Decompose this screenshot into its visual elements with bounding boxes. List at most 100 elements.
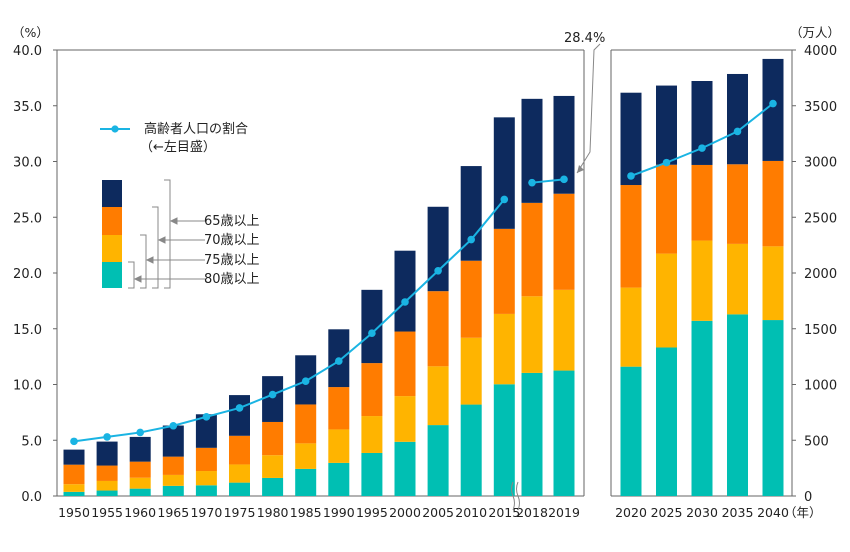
bar-segment <box>656 85 677 165</box>
bar-segment <box>493 117 515 229</box>
bar-segment <box>691 240 713 321</box>
ratio-marker <box>627 172 635 180</box>
bar-segment <box>691 320 713 496</box>
left-tick-label: 5.0 <box>21 434 42 449</box>
bar-segment <box>262 376 284 422</box>
ratio-marker <box>235 404 244 412</box>
bar-segment <box>295 443 317 469</box>
x-tick-label: 2005 <box>422 505 454 520</box>
bar-segment <box>328 387 350 430</box>
bar-segment <box>656 164 677 254</box>
bar-segment <box>229 395 250 436</box>
x-tick-label: 1980 <box>257 505 289 520</box>
x-tick-label: 1960 <box>124 505 156 520</box>
ratio-marker <box>70 437 78 446</box>
annotation-arrowhead <box>577 165 584 173</box>
legend-swatch-65 <box>102 180 122 207</box>
left-tick-label: 40.0 <box>13 44 42 59</box>
bar-segment <box>727 314 748 496</box>
ratio-marker <box>560 175 568 184</box>
ratio-line-historic <box>531 178 565 184</box>
ratio-marker <box>401 298 409 306</box>
legend-line-sub: （←左目盛） <box>140 140 216 155</box>
bar-segment <box>521 98 543 203</box>
bar-segment <box>394 331 416 397</box>
legend-label-65: 65歳以上 <box>204 214 260 229</box>
ratio-marker <box>769 99 777 108</box>
x-tick-label: 2030 <box>686 505 718 520</box>
left-tick-label: 25.0 <box>13 211 42 226</box>
x-tick-label: 1955 <box>91 505 123 520</box>
bar-segment <box>620 366 642 496</box>
ratio-marker <box>733 127 742 136</box>
bar-segment <box>553 289 575 371</box>
right-tick-label: 3500 <box>804 100 837 115</box>
ratio-marker <box>434 266 442 275</box>
bar-segment <box>762 58 784 161</box>
bar-segment <box>63 484 85 492</box>
bar-segment <box>620 92 642 186</box>
bar-segment <box>521 372 543 496</box>
bar-segment <box>162 425 184 457</box>
left-axis-unit: （%） <box>12 25 49 40</box>
x-tick-label: 2000 <box>389 505 421 520</box>
ratio-marker <box>662 158 671 167</box>
legend-swatch-75 <box>102 235 122 262</box>
left-tick-label: 35.0 <box>13 100 42 115</box>
ratio-marker <box>528 178 536 187</box>
left-y-axis: 0.0 5.0 10.0 15.0 20.0 25.0 30.0 35.0 40.0 <box>13 44 57 505</box>
bar-segment <box>96 441 118 466</box>
bar-segment <box>229 482 250 496</box>
right-tick-label: 4000 <box>804 44 837 59</box>
ratio-marker <box>136 428 144 437</box>
bar-segment <box>620 287 642 367</box>
legend-arrows <box>133 217 205 283</box>
bar-segment <box>63 449 85 465</box>
ratio-marker <box>368 329 376 338</box>
right-tick-label: 0 <box>804 490 812 505</box>
bar-segment <box>762 320 784 496</box>
bar-segment <box>63 464 85 485</box>
bar-segment <box>553 95 575 194</box>
x-tick-label: 1970 <box>190 505 222 520</box>
ratio-marker <box>202 413 211 421</box>
x-tick-label: 2010 <box>455 505 487 520</box>
left-tick-label: 30.0 <box>13 156 42 171</box>
bar-segment <box>162 474 184 486</box>
legend-swatch-80 <box>102 262 122 288</box>
x-tick-label: 2018 <box>516 505 548 520</box>
legend-line-label: 高齢者人口の割合 <box>144 121 248 137</box>
x-tick-label: 1975 <box>224 505 256 520</box>
bar-segment <box>460 260 482 338</box>
bar-segment <box>521 296 543 373</box>
ratio-marker <box>103 433 111 441</box>
bar-segment <box>195 485 217 496</box>
x-tick-label: 2020 <box>615 505 647 520</box>
right-bars <box>620 58 784 496</box>
right-axis-unit: （万人） <box>790 25 840 40</box>
bar-segment <box>427 425 449 496</box>
ratio-lines <box>70 99 777 446</box>
bar-segment <box>460 166 482 261</box>
bar-segment <box>762 246 784 321</box>
left-tick-label: 10.0 <box>13 379 42 394</box>
bar-segment <box>195 471 217 486</box>
x-tick-label: 2015 <box>488 505 520 520</box>
bar-segment <box>762 160 784 247</box>
right-tick-label: 1000 <box>804 379 837 394</box>
legend-line-marker <box>111 125 119 133</box>
x-tick-label: 1950 <box>58 505 90 520</box>
right-y-axis: 0 500 1000 1500 2000 2500 3000 3500 4000 <box>792 44 837 505</box>
left-tick-label: 15.0 <box>13 323 42 338</box>
bar-segment <box>361 416 383 453</box>
right-tick-label: 1500 <box>804 323 837 338</box>
x-tick-label: 1965 <box>157 505 189 520</box>
bar-segment <box>521 202 543 297</box>
x-tick-label: 1990 <box>323 505 355 520</box>
x-axis-labels: 1950 1955 1960 1965 1970 1975 1980 1985 1990 1995… <box>58 505 789 520</box>
ratio-marker <box>169 421 178 430</box>
legend-label-80: 80歳以上 <box>204 272 260 287</box>
bar-segment <box>129 488 151 496</box>
bar-segment <box>162 485 184 496</box>
